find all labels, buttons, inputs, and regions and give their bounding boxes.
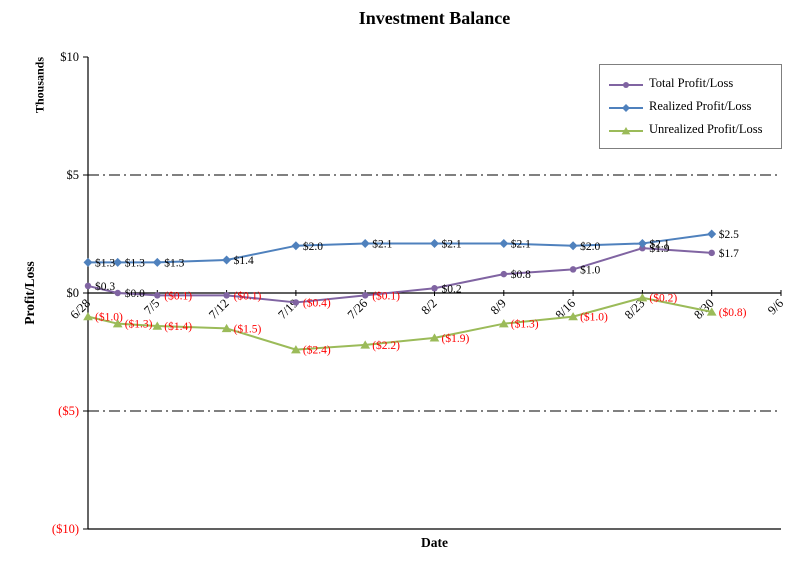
legend-sample-unrealized (608, 124, 644, 136)
diamond-marker-icon (707, 229, 717, 239)
triangle-marker-icon (360, 340, 371, 349)
series-unrealized-profit-loss: ($1.0)($1.3) ($1.4) ($1.5)($2.4) ($2.2)($1.… (83, 292, 747, 357)
triangle-marker-icon (568, 312, 578, 321)
data-label: ($1.4) (164, 320, 192, 333)
legend-label: Total Profit/Loss (649, 76, 734, 90)
diamond-marker-icon (430, 238, 439, 248)
data-label: ($0.1) (164, 289, 192, 302)
x-tick-label: 7/12 (206, 296, 232, 322)
triangle-marker-icon (498, 319, 509, 328)
data-label: $1.0 (580, 263, 600, 276)
legend-item-0: Total Profit/Loss (608, 72, 775, 95)
data-label: ($0.1) (372, 289, 400, 302)
triangle-marker-icon (112, 319, 123, 328)
triangle-marker-icon (83, 312, 93, 321)
data-label: $2.1 (649, 237, 669, 250)
data-label: $2.1 (372, 237, 392, 250)
data-label: ($0.2) (649, 292, 677, 305)
triangle-marker-icon (291, 345, 301, 354)
data-label: ($2.2) (372, 339, 400, 352)
diamond-marker-icon (291, 241, 301, 251)
data-label: ($1.9) (442, 332, 470, 345)
data-label: $0.0 (125, 287, 145, 300)
data-label: $1.3 (95, 256, 115, 269)
data-label: $2.0 (580, 240, 600, 253)
triangle-marker-icon (621, 126, 631, 134)
series-total-profit-loss: $0.3 $0.0 ($0.1) ($0.1) ($0.4) ($0.1) $0.2 $0.8… (84, 242, 739, 309)
x-tick-label: 7/26 (345, 296, 371, 322)
x-axis-title: Date (421, 535, 448, 550)
data-label: $0.2 (442, 282, 462, 295)
triangle-marker-icon (152, 321, 163, 330)
diamond-marker-icon (222, 255, 232, 265)
series-realized-profit-loss: $1.3 $1.3 $1.3 $1.4 $2.0 $2.1 $2.1 $2.1 $2.0 $2.1… (83, 228, 739, 269)
x-tick-label: 8/2 (418, 296, 439, 317)
diamond-marker-icon (499, 238, 509, 248)
triangle-marker-icon (429, 333, 440, 342)
y-tick-label: ($5) (58, 404, 79, 418)
x-tick-label: 9/6 (765, 296, 786, 317)
triangle-marker-icon (221, 323, 232, 333)
diamond-marker-icon (83, 257, 93, 267)
circle-marker-icon (154, 292, 161, 299)
data-label: ($1.3) (125, 318, 153, 331)
circle-marker-icon (431, 285, 438, 292)
legend-label: Unrealized Profit/Loss (649, 122, 763, 136)
circle-marker-icon (569, 266, 577, 273)
chart-title: Investment Balance (358, 8, 511, 28)
circle-marker-icon (361, 292, 369, 299)
data-label: $2.1 (442, 237, 462, 250)
triangle-marker-icon (637, 293, 648, 302)
data-label: $2.1 (511, 237, 531, 250)
diamond-marker-icon (113, 257, 123, 267)
circle-marker-icon (114, 289, 121, 297)
diamond-marker-icon (360, 238, 370, 248)
y-tick-label: $10 (60, 50, 79, 64)
data-label: ($1.3) (511, 318, 539, 331)
circle-marker-icon (292, 299, 300, 306)
diamond-marker-icon (152, 257, 162, 267)
data-label: ($1.0) (95, 311, 123, 324)
y-tick-label: $5 (67, 168, 80, 182)
circle-marker-icon (623, 81, 629, 88)
data-label: ($2.4) (303, 344, 331, 357)
diamond-marker-icon (637, 238, 647, 248)
diamond-marker-icon (568, 241, 578, 251)
diamond-marker-icon (622, 103, 630, 112)
data-label: $0.8 (511, 268, 531, 281)
data-label: $0.3 (95, 280, 115, 293)
triangle-marker-icon (706, 307, 717, 316)
legend-sample-total (608, 78, 644, 90)
data-label: ($1.0) (580, 311, 608, 324)
data-label: $1.7 (719, 247, 739, 260)
legend-sample-graphic (609, 81, 643, 88)
circle-marker-icon (84, 282, 92, 290)
data-label: ($0.8) (719, 306, 747, 319)
data-label: $1.3 (164, 256, 184, 269)
data-label: $1.4 (234, 254, 254, 267)
data-label: $1.3 (125, 256, 145, 269)
circle-marker-icon (708, 249, 715, 257)
legend-sample-graphic (609, 103, 643, 112)
data-label: $1.9 (649, 242, 669, 255)
y-tick-label: ($10) (52, 522, 79, 536)
legend-label: Realized Profit/Loss (649, 99, 752, 113)
circle-marker-icon (500, 270, 508, 278)
legend-item-1: Realized Profit/Loss (608, 95, 775, 118)
data-label: $2.5 (719, 228, 739, 241)
data-label: ($0.4) (303, 296, 331, 309)
data-label: $2.0 (303, 240, 323, 253)
legend-sample-graphic (609, 126, 643, 134)
circle-marker-icon (639, 244, 646, 252)
data-label: ($0.1) (234, 289, 262, 302)
legend-sample-realized (608, 101, 644, 113)
x-tick-label: 8/9 (488, 296, 509, 317)
legend-item-2: Unrealized Profit/Loss (608, 118, 775, 141)
legend: Total Profit/Loss Realized Profit/Loss U… (599, 64, 782, 149)
data-label: ($1.5) (234, 322, 262, 335)
circle-marker-icon (223, 292, 230, 299)
y-tick-label: $0 (67, 286, 80, 300)
